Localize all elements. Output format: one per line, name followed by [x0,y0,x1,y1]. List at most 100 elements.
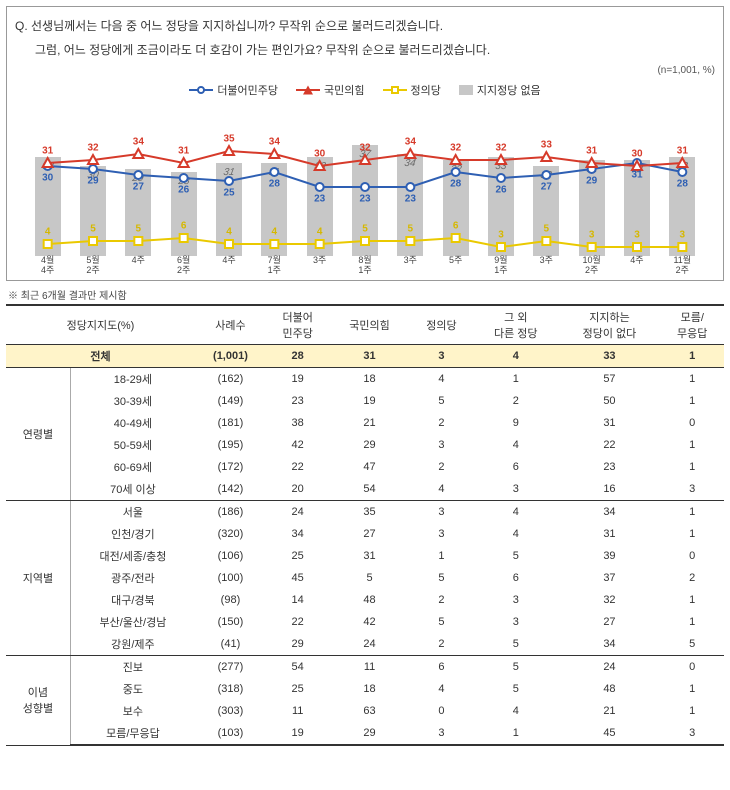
table-count-cell: (303) [195,700,266,722]
table-row: 광주/전라(100)45556372 [6,567,724,589]
table-count-cell: (318) [195,678,266,700]
legend-item-red: 국민의힘 [296,82,364,98]
chart-data-label: 28 [677,179,688,190]
data-table: 정당지지도(%)사례수더불어 민주당국민의힘정의당그 외 다른 정당지지하는 정… [6,304,724,746]
chart-data-label: 32 [495,143,506,154]
x-axis-tick: 9월 1주 [478,256,523,276]
table-total-row: 전체(1,001)283134331 [6,345,724,368]
table-row: 대전/세종/충청(106)253115390 [6,545,724,567]
table-label-cell: 대구/경북 [70,589,195,611]
table-header-cell: 사례수 [195,305,266,345]
table-cell: 19 [266,368,330,391]
x-axis-tick: 5주 [433,256,478,276]
table-cell: 42 [329,611,409,633]
table-count-cell: (41) [195,633,266,656]
chart-data-label: 6 [453,221,459,232]
table-cell: 54 [329,478,409,501]
table-cell: 1 [660,523,724,545]
table-cell: 37 [558,567,660,589]
table-cell: 31 [558,523,660,545]
table-label-cell: 중도 [70,678,195,700]
table-cell: 11 [329,656,409,679]
chart-data-label: 3 [498,230,504,241]
total-label-cell: 전체 [6,345,195,368]
table-count-cell: (106) [195,545,266,567]
table-cell: 31 [558,412,660,434]
table-cell: 1 [410,545,474,567]
chart-data-label: 5 [90,224,96,235]
table-cell: 4 [473,434,558,456]
table-header-cell: 더불어 민주당 [266,305,330,345]
table-group-cell: 지역별 [6,501,70,656]
x-axis-tick: 5월 2주 [70,256,115,276]
chart-data-label: 32 [359,143,370,154]
sample-size: (n=1,001, %) [15,65,715,76]
table-header-cell: 국민의힘 [329,305,409,345]
table-cell: 27 [558,611,660,633]
table-cell: 33 [558,345,660,368]
table-header-cell: 지지하는 정당이 없다 [558,305,660,345]
table-cell: 18 [329,368,409,391]
table-label-cell: 40-49세 [70,412,195,434]
x-axis: 4월 4주5월 2주4주6월 2주4주7월 1주3주8월 1주3주5주9월 1주… [25,256,705,276]
table-cell: 4 [473,345,558,368]
table-cell: (1,001) [195,345,266,368]
table-cell: 1 [660,611,724,633]
table-cell: 11 [266,700,330,722]
table-body: 전체(1,001)283134331연령별18-29세(162)19184157… [6,345,724,746]
chart-data-label: 31 [631,170,642,181]
table-count-cell: (277) [195,656,266,679]
table-cell: 31 [329,345,409,368]
table-cell: 34 [558,633,660,656]
table-cell: 28 [266,345,330,368]
table-cell: 21 [329,412,409,434]
x-axis-tick: 4주 [614,256,659,276]
chart-data-label: 5 [136,224,142,235]
table-count-cell: (172) [195,456,266,478]
table-cell: 4 [410,368,474,391]
table-cell: 21 [558,700,660,722]
table-group-cell: 이념 성향별 [6,656,70,746]
table-cell: 2 [410,412,474,434]
table-cell: 3 [473,589,558,611]
table-cell: 20 [266,478,330,501]
chart-data-label: 28 [450,179,461,190]
table-count-cell: (195) [195,434,266,456]
chart-data-label: 27 [133,182,144,193]
table-cell: 4 [410,678,474,700]
table-cell: 1 [660,456,724,478]
table-cell: 0 [660,545,724,567]
table-header-cell: 그 외 다른 정당 [473,305,558,345]
table-cell: 0 [660,656,724,679]
chart-data-label: 25 [223,188,234,199]
legend-label-yellow: 정의당 [411,82,441,98]
chart-legend: 더불어민주당 국민의힘 정의당 지지정당 없음 [15,82,715,98]
table-count-cell: (100) [195,567,266,589]
table-cell: 2 [410,589,474,611]
table-cell: 25 [266,678,330,700]
table-cell: 27 [329,523,409,545]
table-cell: 3 [410,523,474,545]
table-cell: 3 [410,345,474,368]
table-cell: 6 [473,567,558,589]
x-axis-tick: 10월 2주 [569,256,614,276]
chart-data-label: 30 [631,149,642,160]
table-cell: 29 [329,722,409,745]
table-cell: 35 [329,501,409,524]
chart-data-label: 34 [405,137,416,148]
table-cell: 18 [329,678,409,700]
table-row: 40-49세(181)382129310 [6,412,724,434]
table-row: 이념 성향별진보(277)541165240 [6,656,724,679]
legend-label-red: 국민의힘 [324,82,364,98]
table-cell: 0 [410,700,474,722]
chart-data-label: 33 [541,140,552,151]
table-cell: 1 [473,368,558,391]
table-cell: 19 [329,390,409,412]
table-count-cell: (181) [195,412,266,434]
table-cell: 54 [266,656,330,679]
table-count-cell: (103) [195,722,266,745]
table-cell: 4 [473,700,558,722]
legend-item-blue: 더불어민주당 [189,82,278,98]
chart-data-label: 32 [450,143,461,154]
x-axis-tick: 3주 [388,256,433,276]
